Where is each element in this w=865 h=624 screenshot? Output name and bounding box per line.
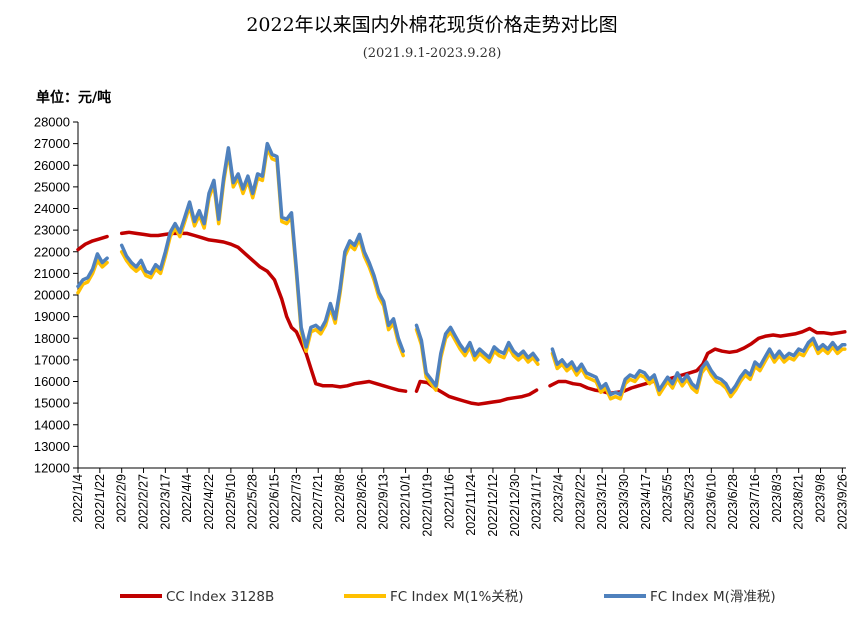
- chart-subtitle: (2021.9.1-2023.9.28): [363, 46, 502, 61]
- x-tick-label: 2023/3/12: [595, 474, 609, 530]
- y-tick-label: 15000: [34, 396, 70, 411]
- x-tick-label: 2023/5/23: [682, 474, 696, 530]
- y-tick-label: 17000: [34, 352, 70, 367]
- x-tick-label: 2022/1/4: [71, 474, 85, 523]
- y-tick-label: 21000: [34, 266, 70, 281]
- series-line-fc-index-m-sliding-tariff: [76, 141, 847, 397]
- y-tick-label: 25000: [34, 179, 70, 194]
- x-tick-label: 2022/8/26: [355, 474, 369, 530]
- x-tick-label: 2022/9/13: [377, 474, 391, 530]
- y-tick-label: 24000: [34, 201, 70, 216]
- series-line-cc-index-3128b: [76, 230, 847, 406]
- x-tick-label: 2022/4/4: [180, 474, 194, 523]
- y-axis: 12000 13000 14000 15000 16000 17000 18000 19000…: [34, 115, 79, 476]
- y-tick-label: 14000: [34, 417, 70, 432]
- x-tick-label: 2022/6/15: [268, 474, 282, 530]
- x-tick-label: 2023/6/28: [726, 474, 740, 530]
- legend-label: CC Index 3128B: [166, 589, 274, 605]
- x-tick-label: 2022/2/9: [115, 474, 129, 523]
- x-tick-label: 2022/7/21: [311, 474, 325, 530]
- y-tick-label: 26000: [34, 158, 70, 173]
- series-layer: [76, 141, 847, 406]
- x-tick-label: 2023/8/3: [770, 474, 784, 523]
- x-tick-label: 2023/6/10: [704, 474, 718, 530]
- x-tick-label: 2022/4/22: [202, 474, 216, 530]
- x-tick-label: 2023/9/26: [835, 474, 849, 530]
- y-tick-label: 16000: [34, 374, 70, 389]
- legend: CC Index 3128B FC Index M(1%关税) FC Index M…: [120, 589, 776, 605]
- x-tick-label: 2022/11/24: [464, 474, 478, 536]
- x-tick-label: 2022/3/17: [158, 474, 172, 530]
- x-tick-label: 2022/7/3: [289, 474, 303, 523]
- x-tick-label: 2023/5/5: [661, 474, 675, 523]
- x-tick-label: 2023/2/22: [573, 474, 587, 530]
- x-tick-label: 2022/5/10: [224, 474, 238, 530]
- y-tick-label: 27000: [34, 136, 70, 151]
- y-tick-label: 28000: [34, 115, 70, 130]
- series-line-fc-index-m-1pct-tariff: [76, 146, 847, 401]
- y-tick-label: 23000: [34, 223, 70, 238]
- x-tick-label: 2022/8/8: [333, 474, 347, 523]
- chart-title: 2022年以来国内外棉花现货价格走势对比图: [246, 14, 617, 36]
- x-tick-label: 2023/9/8: [814, 474, 828, 523]
- x-tick-label: 2022/10/1: [399, 474, 413, 530]
- x-tick-label: 2022/10/19: [420, 474, 434, 537]
- x-tick-label: 2022/1/22: [93, 474, 107, 530]
- y-axis-unit-label: 单位：元/吨: [36, 89, 111, 106]
- x-tick-label: 2022/11/6: [442, 474, 456, 529]
- y-tick-label: 13000: [34, 439, 70, 454]
- y-tick-label: 12000: [34, 461, 70, 476]
- x-tick-label: 2022/12/12: [486, 474, 500, 537]
- y-tick-label: 19000: [34, 309, 70, 324]
- legend-label: FC Index M(1%关税): [390, 589, 524, 605]
- x-tick-label: 2022/12/30: [508, 474, 522, 537]
- x-tick-label: 2023/3/30: [617, 474, 631, 530]
- x-tick-label: 2023/4/17: [639, 474, 653, 530]
- y-tick-label: 18000: [34, 331, 70, 346]
- x-tick-label: 2022/5/28: [246, 474, 260, 530]
- x-tick-label: 2023/1/17: [530, 474, 544, 530]
- x-tick-label: 2023/7/16: [748, 474, 762, 530]
- legend-label: FC Index M(滑准税): [650, 589, 776, 605]
- x-tick-label: 2022/2/27: [137, 474, 151, 530]
- x-axis: 2022/1/4 2022/1/22 2022/2/9 2022/2/27 2022/3…: [71, 467, 849, 537]
- x-tick-label: 2023/8/21: [792, 474, 806, 530]
- x-tick-label: 2023/2/4: [551, 474, 565, 523]
- y-tick-label: 20000: [34, 288, 70, 303]
- y-tick-label: 22000: [34, 244, 70, 259]
